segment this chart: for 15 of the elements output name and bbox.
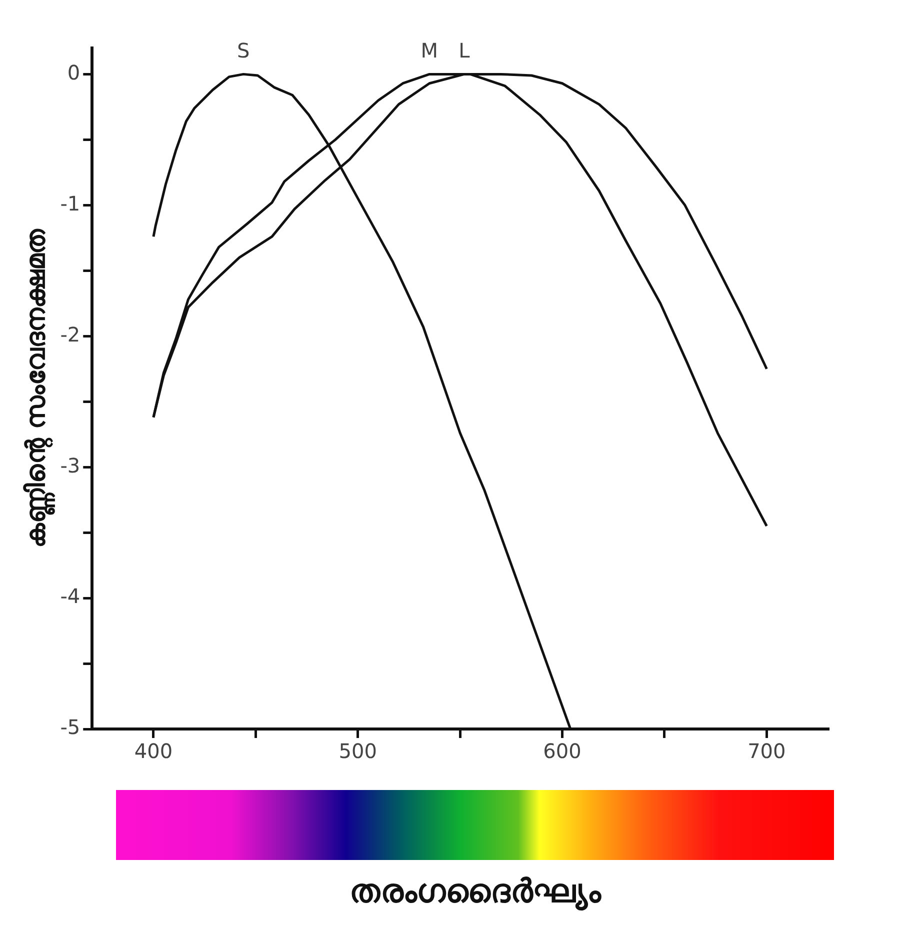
x-tick-label: 600	[543, 739, 582, 764]
x-axis-title: തരംഗദൈർഘ്യം	[348, 872, 602, 910]
y-tick-label: 0	[67, 60, 80, 84]
series-label: S	[237, 38, 250, 62]
y-tick-label: -5	[60, 715, 80, 740]
x-tick-label: 400	[134, 739, 173, 764]
series-label: M	[420, 38, 438, 62]
y-tick-label: -2	[60, 322, 80, 346]
y-tick-label: -3	[60, 453, 80, 478]
y-axis-title: കണ്ണിന്റെ സംവേദനക്ഷമത	[21, 228, 56, 548]
series-label: L	[458, 38, 471, 62]
y-tick-label: -1	[60, 191, 80, 216]
x-tick-label: 500	[338, 739, 377, 764]
x-tick-label: 700	[748, 739, 786, 764]
y-tick-label: -4	[60, 584, 80, 608]
